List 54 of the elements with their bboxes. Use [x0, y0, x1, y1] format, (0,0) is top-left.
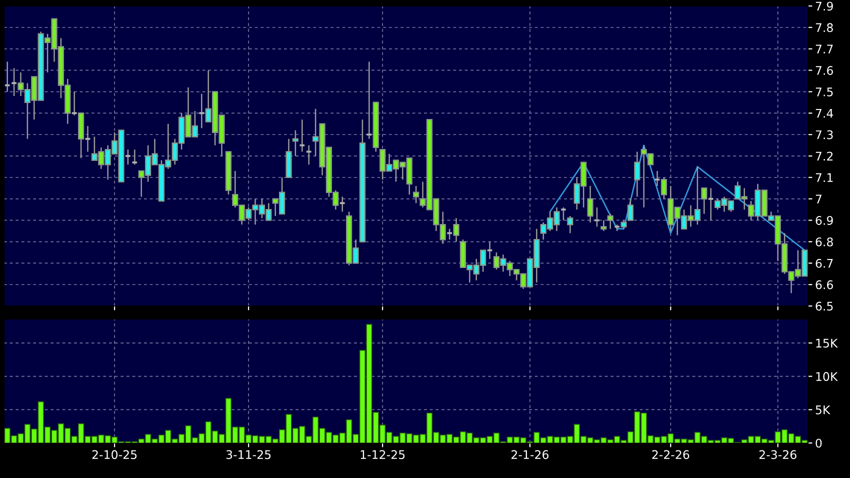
candlestick — [486, 241, 494, 260]
y-tick-label: 0 — [816, 438, 822, 448]
candlestick — [338, 196, 346, 212]
x-tick-label: 2-1-26 — [512, 450, 548, 460]
candlestick — [587, 185, 594, 224]
candlestick — [594, 206, 600, 228]
y-tick-label: 6.6 — [816, 280, 833, 290]
candlestick — [701, 188, 708, 214]
candlestick — [366, 61, 373, 140]
y-tick-label: 7.1 — [816, 173, 833, 182]
y-tick-label: 7 — [816, 194, 822, 204]
candlestick — [453, 218, 460, 242]
y-tick-label: 7.8 — [816, 23, 833, 32]
candlestick — [292, 130, 298, 157]
y-tick-label: 7.9 — [816, 2, 833, 11]
y-tick-label: 7.5 — [816, 88, 833, 96]
y-tick-label: 6.5 — [816, 302, 833, 311]
y-tick-label: 5K — [816, 406, 830, 414]
x-tick-label: 2-10-25 — [92, 450, 137, 460]
candlestick — [660, 176, 667, 200]
candlestick — [131, 148, 138, 166]
candlestick — [70, 91, 78, 116]
candlestick — [707, 188, 714, 221]
candlestick — [10, 68, 18, 97]
y-tick-label: 7.4 — [816, 109, 834, 118]
x-tick-label: 3-11-25 — [226, 450, 271, 460]
candlestick — [560, 206, 567, 221]
candlestick — [634, 151, 640, 198]
candlestick — [84, 125, 92, 152]
y-tick-label: 7.6 — [816, 66, 833, 75]
candlestick — [124, 148, 132, 166]
y-tick-label: 7.3 — [816, 130, 833, 140]
candlestick — [413, 185, 420, 204]
candlestick — [198, 93, 206, 129]
candlestick — [607, 213, 614, 230]
x-tick-label: 1-12-25 — [360, 450, 405, 460]
candlestick — [654, 170, 661, 187]
candlestick — [298, 118, 306, 152]
y-tick-label: 6.9 — [816, 216, 833, 225]
candlestick — [627, 198, 634, 221]
candlestick — [4, 61, 11, 92]
x-tick-label: 2-3-26 — [759, 450, 796, 460]
candlestick — [305, 144, 312, 166]
candlestick — [600, 220, 607, 232]
y-tick-label: 15K — [816, 338, 838, 348]
candlestick — [567, 215, 574, 234]
y-tick-label: 7.2 — [816, 152, 833, 160]
line-series — [549, 144, 806, 251]
x-tick-label: 2-2-26 — [652, 450, 690, 460]
candlestick — [446, 228, 453, 240]
y-tick-label: 10K — [816, 372, 838, 381]
y-tick-label: 6.8 — [816, 237, 833, 246]
y-tick-label: 6.7 — [816, 258, 833, 268]
y-tick-label: 7.7 — [816, 44, 833, 54]
